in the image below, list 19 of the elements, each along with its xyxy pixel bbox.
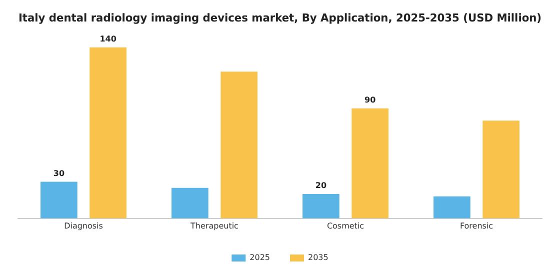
bar: [172, 188, 208, 218]
x-tick-label: Forensic: [460, 221, 494, 230]
legend-label: 2025: [250, 253, 270, 262]
bar: [352, 108, 388, 218]
bar: [482, 120, 520, 218]
legend-label: 2035: [308, 253, 328, 262]
data-label: 140: [100, 34, 117, 44]
bar: [220, 72, 258, 218]
bar: [40, 182, 78, 218]
x-tick-label: Diagnosis: [64, 221, 103, 230]
x-tick-label: Therapeutic: [190, 221, 238, 230]
x-tick-label: Cosmetic: [326, 221, 364, 230]
data-label: 90: [364, 95, 376, 104]
bar: [434, 196, 470, 218]
data-label: 20: [315, 181, 327, 190]
data-label: 30: [53, 168, 65, 178]
bar: [302, 194, 340, 218]
bar: [90, 47, 126, 218]
chart-title: Italy dental radiology imaging devices market, By Application, 2025-2035 (USD Million): [18, 11, 542, 25]
